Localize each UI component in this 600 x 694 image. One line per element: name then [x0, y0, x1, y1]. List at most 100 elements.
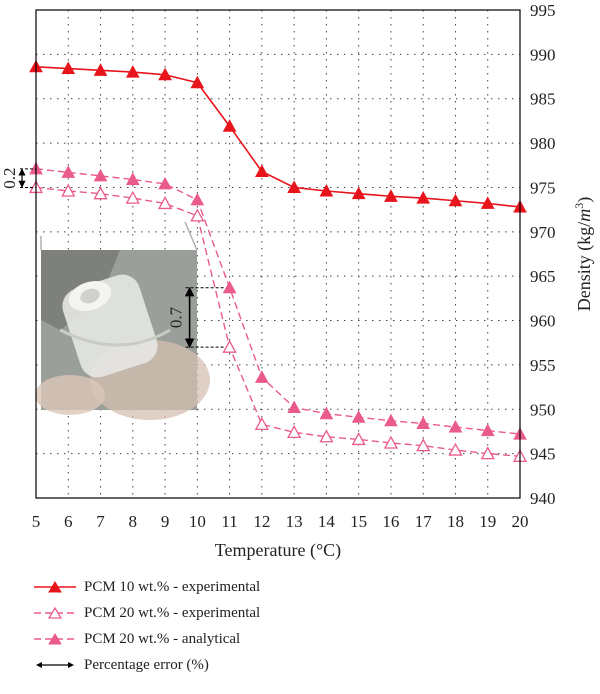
series-3-point — [93, 168, 108, 182]
series-2-point — [351, 432, 366, 446]
series-2-point — [222, 339, 237, 353]
series-1-point — [125, 65, 140, 78]
x-tick-label: 14 — [318, 512, 336, 531]
series-3-point — [287, 400, 301, 413]
y-axis-title-unit: m — [574, 209, 594, 222]
series-2-point — [383, 435, 399, 449]
series-1-point — [319, 183, 334, 197]
y-tick-label: 965 — [530, 267, 556, 286]
series-2-point — [480, 446, 495, 460]
series-1-point — [351, 186, 366, 200]
x-tick-label: 12 — [253, 512, 270, 531]
legend-item-series-3: PCM 20 wt.% - analytical — [32, 626, 432, 652]
legend-swatch-series-2 — [34, 606, 76, 619]
y-tick-label: 970 — [530, 223, 556, 242]
y-tick-label: 960 — [530, 312, 556, 331]
y-tick-label: 940 — [530, 489, 556, 508]
x-tick-label: 9 — [161, 512, 170, 531]
y-tick-label: 955 — [530, 356, 556, 375]
series-1-point — [416, 191, 431, 204]
series-2-point — [448, 442, 463, 456]
inset-photo — [35, 221, 210, 420]
y-tick-label: 985 — [530, 90, 556, 109]
series-3-point — [480, 423, 495, 437]
series-3-point — [125, 172, 140, 185]
series-2-point — [319, 429, 334, 443]
x-tick-label: 20 — [512, 512, 529, 531]
series-2-point — [93, 186, 108, 200]
legend: PCM 10 wt.% - experimental PCM 20 wt.% -… — [32, 574, 432, 678]
series-1-point — [448, 193, 463, 207]
series-3-point — [448, 419, 463, 433]
y-tick-label: 975 — [530, 178, 556, 197]
series-1-point — [158, 67, 172, 81]
x-tick-label: 13 — [286, 512, 303, 531]
series-3-point — [255, 370, 269, 383]
x-tick-label: 11 — [221, 512, 237, 531]
series-line-3 — [35, 168, 521, 435]
x-tick-label: 18 — [447, 512, 464, 531]
series-2-point — [61, 183, 76, 197]
series-3-point — [319, 406, 334, 420]
legend-label-error: Percentage error (%) — [84, 656, 209, 673]
legend-item-series-1: PCM 10 wt.% - experimental — [32, 574, 432, 600]
y-axis-title-exp: 3 — [572, 203, 586, 209]
y-axis-title: Density (kg/m3) — [572, 197, 595, 312]
legend-label-series-3: PCM 20 wt.% - analytical — [84, 630, 241, 647]
series-1-point — [190, 75, 205, 89]
x-tick-labels: 5 6 7 8 9 10 11 12 13 14 15 16 17 18 19 20 — [32, 512, 529, 531]
series-2-point — [287, 424, 302, 438]
y-tick-label: 945 — [530, 445, 556, 464]
series-2-point — [254, 416, 269, 431]
x-tick-label: 19 — [479, 512, 496, 531]
series-3-point — [384, 413, 398, 427]
series-3-point — [416, 416, 431, 429]
series-3-point — [190, 192, 205, 206]
series-2-point — [190, 208, 205, 222]
legend-label-series-1: PCM 10 wt.% - experimental — [84, 578, 261, 595]
legend-swatch-error — [36, 662, 74, 668]
series-3-point — [222, 280, 237, 294]
x-tick-label: 10 — [189, 512, 206, 531]
x-tick-label: 15 — [350, 512, 367, 531]
x-tick-label: 5 — [32, 512, 41, 531]
y-tick-label: 990 — [530, 45, 556, 64]
y-tick-labels: 940 945 950 955 960 965 970 975 980 985 990 995 — [530, 1, 556, 508]
legend-item-error: Percentage error (%) — [32, 652, 432, 678]
y-tick-label: 995 — [530, 1, 556, 20]
y-tick-label: 950 — [530, 400, 556, 419]
legend-label-series-2: PCM 20 wt.% - experimental — [84, 604, 261, 621]
error-label-1: 0.2 — [0, 168, 19, 189]
x-tick-label: 16 — [382, 512, 399, 531]
series-1-point — [480, 196, 495, 209]
series-1-point — [222, 119, 237, 132]
x-tick-label: 6 — [64, 512, 73, 531]
y-tick-label: 980 — [530, 134, 556, 153]
error-annotations: 0.2 0.7 — [0, 168, 226, 349]
plot-frame — [35, 9, 521, 499]
legend-swatch-series-1 — [34, 581, 76, 593]
series-3-point — [61, 165, 76, 178]
y-axis-title-part2: ) — [574, 197, 595, 203]
series-2-point — [157, 196, 173, 210]
series-1-point — [287, 180, 301, 193]
series-layer — [28, 59, 528, 462]
y-axis-title-part1: Density (kg/ — [574, 222, 595, 312]
density-chart: 0.20.7 5 6 7 8 9 10 11 12 13 14 15 16 17 18 19 20 94094… — [0, 1, 595, 560]
x-axis-title: Temperature (°C) — [215, 540, 341, 560]
series-3-point — [351, 410, 366, 423]
series-line-1 — [35, 65, 521, 208]
series-line-2 — [35, 186, 521, 457]
legend-item-series-2: PCM 20 wt.% - experimental — [32, 600, 432, 626]
series-1-point — [255, 164, 269, 177]
x-tick-label: 17 — [415, 512, 433, 531]
series-2-point — [125, 190, 140, 204]
series-3-point — [158, 176, 172, 190]
series-1-point — [93, 63, 108, 76]
x-tick-label: 8 — [129, 512, 138, 531]
error-label-2: 0.7 — [167, 306, 186, 328]
legend-swatch-series-3 — [34, 633, 76, 645]
series-1-point — [384, 189, 398, 202]
x-tick-label: 7 — [96, 512, 105, 531]
series-2-point — [416, 438, 431, 452]
